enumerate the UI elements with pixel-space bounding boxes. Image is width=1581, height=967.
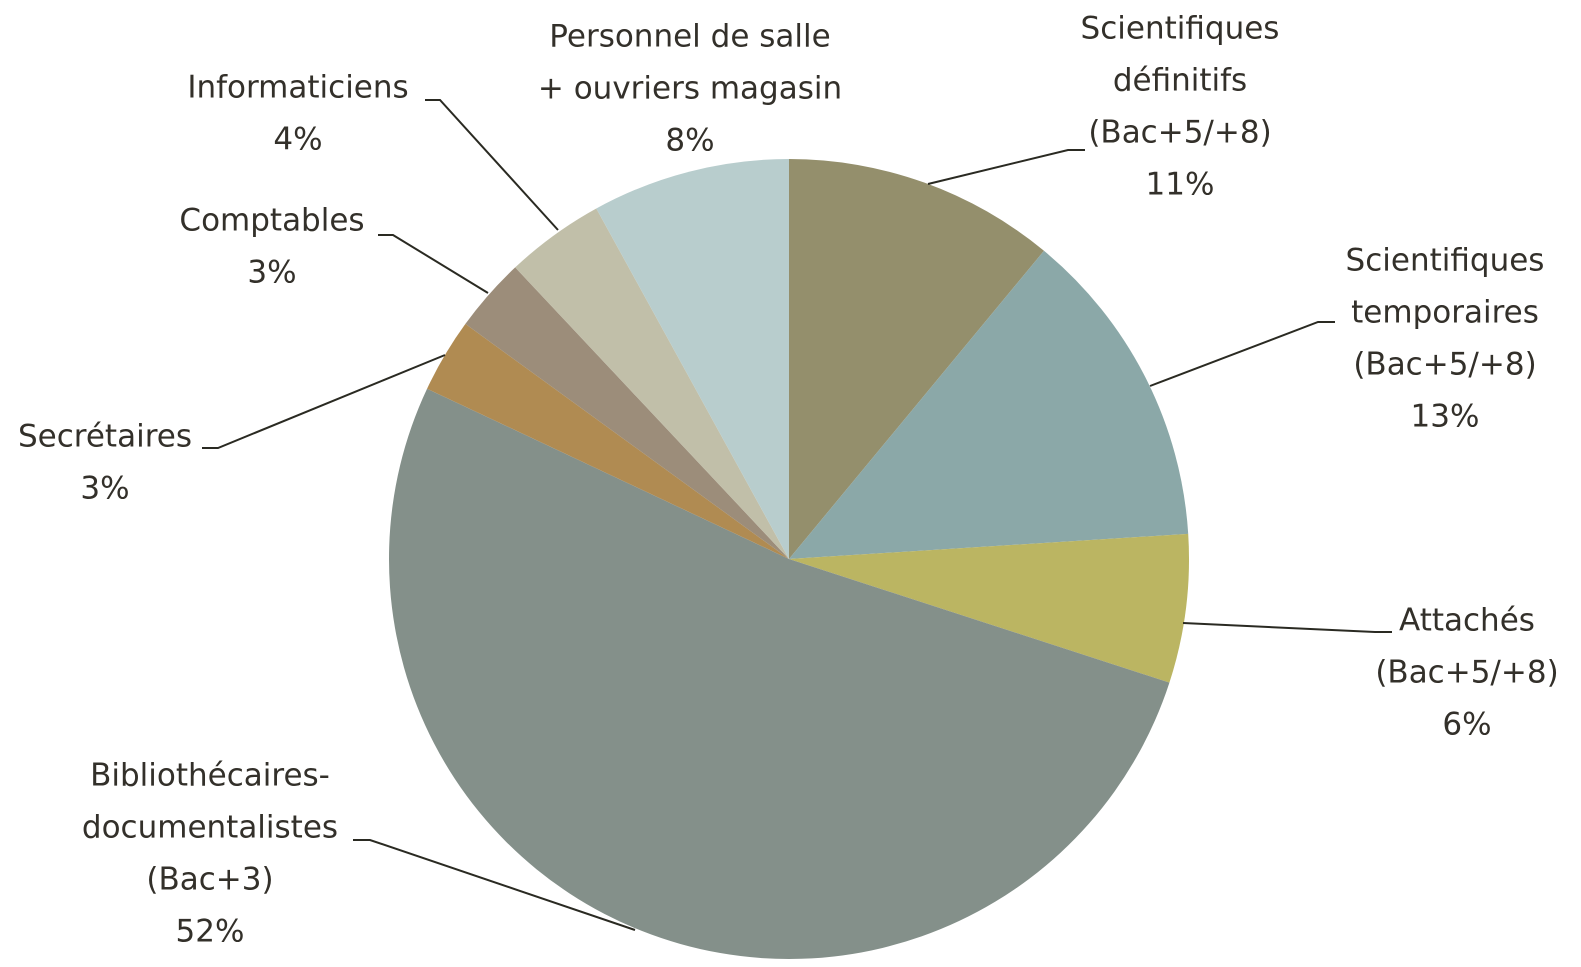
pie-slice bbox=[515, 208, 789, 559]
slice-label: Attachés bbox=[1399, 603, 1535, 639]
leader-line bbox=[202, 354, 446, 449]
value-label: 3% bbox=[247, 255, 296, 291]
leader-line bbox=[1149, 321, 1335, 387]
value-label: 8% bbox=[665, 123, 714, 159]
slice-label: (Bac+5/+8) bbox=[1375, 655, 1558, 691]
pie-slice bbox=[427, 323, 789, 559]
leader-line bbox=[425, 99, 559, 231]
value-label: 3% bbox=[80, 471, 129, 507]
leader-line bbox=[927, 149, 1085, 185]
pie-slice bbox=[596, 159, 789, 559]
value-label: 13% bbox=[1411, 399, 1480, 435]
slice-label: + ouvriers magasin bbox=[538, 71, 842, 107]
value-label: 6% bbox=[1442, 707, 1491, 743]
pie-slice bbox=[789, 250, 1189, 559]
pie-slice bbox=[789, 533, 1189, 683]
pie-slice bbox=[465, 267, 789, 559]
slice-label: documentalistes bbox=[82, 810, 338, 846]
pie-slice bbox=[388, 388, 1170, 959]
slice-label: temporaires bbox=[1351, 295, 1539, 331]
leader-line bbox=[378, 234, 489, 294]
slice-label: Comptables bbox=[179, 203, 364, 239]
slice-label: Bibliothécaires- bbox=[90, 758, 330, 794]
slice-label: (Bac+3) bbox=[146, 862, 273, 898]
slice-label: Scientifiques bbox=[1081, 11, 1280, 47]
slice-label: Scientifiques bbox=[1346, 243, 1545, 279]
value-label: 52% bbox=[176, 914, 245, 950]
slice-label: définitifs bbox=[1113, 63, 1247, 99]
slice-label: Informaticiens bbox=[187, 70, 408, 106]
pie-slice bbox=[789, 159, 1044, 559]
value-label: 11% bbox=[1146, 167, 1215, 203]
leader-line bbox=[353, 839, 636, 931]
slice-label: (Bac+5/+8) bbox=[1353, 347, 1536, 383]
value-label: 4% bbox=[273, 122, 322, 158]
leader-line bbox=[1182, 622, 1392, 633]
slice-label: Secrétaires bbox=[18, 419, 192, 455]
slice-label: (Bac+5/+8) bbox=[1088, 115, 1271, 151]
slice-label: Personnel de salle bbox=[549, 19, 830, 55]
